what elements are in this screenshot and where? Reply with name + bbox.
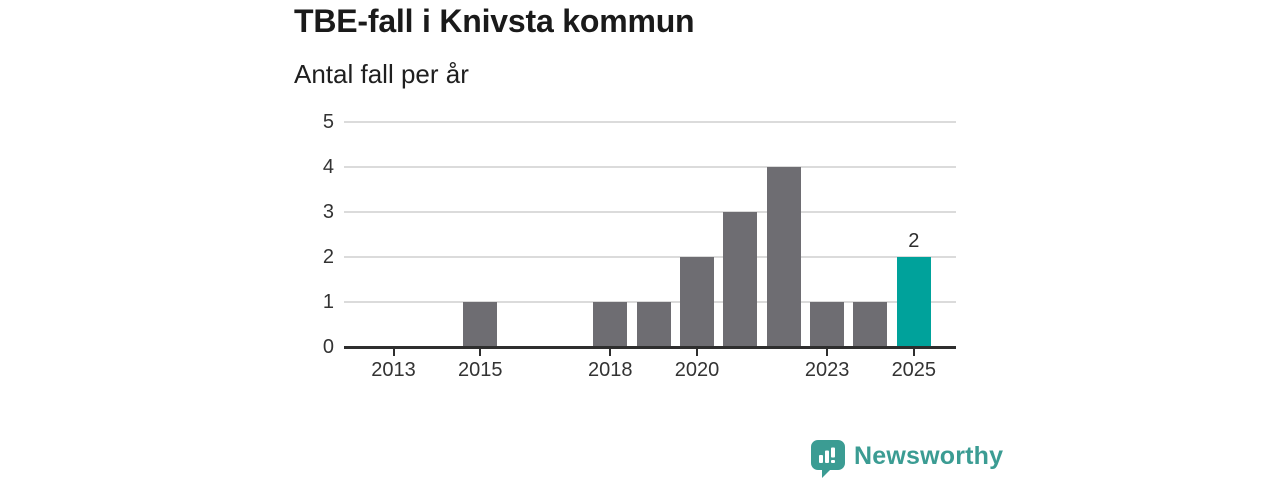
- bar-2024: [853, 302, 888, 347]
- chart-subtitle: Antal fall per år: [294, 59, 469, 89]
- gridline: [344, 256, 956, 258]
- x-axis-tick: [912, 349, 915, 356]
- gridline: [344, 166, 956, 168]
- y-axis-label: 3: [322, 201, 334, 223]
- y-axis-label: 5: [322, 111, 334, 133]
- bar-2025: [896, 257, 931, 347]
- chart-title: TBE-fall i Knivsta kommun: [294, 3, 695, 39]
- x-axis-line: [344, 346, 956, 349]
- x-axis-label: 2020: [674, 359, 720, 381]
- bar-2019: [636, 302, 671, 347]
- y-axis-label: 2: [322, 246, 334, 268]
- gridline: [344, 121, 956, 123]
- x-axis-label: 2013: [371, 359, 416, 381]
- x-axis-tick: [696, 349, 699, 356]
- x-axis-label: 2025: [891, 359, 937, 381]
- bar-2021: [723, 212, 758, 347]
- x-axis-label: 2018: [588, 359, 633, 381]
- x-axis-tick: [609, 349, 612, 356]
- bar-2023: [810, 302, 845, 347]
- y-axis-label: 4: [322, 156, 334, 178]
- y-axis-label: 0: [322, 336, 334, 358]
- y-axis-label: 1: [322, 291, 334, 313]
- x-axis-tick: [826, 349, 829, 356]
- bar-2020: [680, 257, 715, 347]
- newsworthy-logo-text: Newsworthy: [854, 441, 1004, 470]
- x-axis-tick: [392, 349, 395, 356]
- newsworthy-logo[interactable]: Newsworthy: [811, 440, 1003, 478]
- x-axis-tick: [479, 349, 482, 356]
- x-axis-label: 2015: [457, 359, 503, 381]
- bar-2018: [593, 302, 628, 347]
- bar-2015: [463, 302, 498, 347]
- gridline: [344, 211, 956, 213]
- x-axis-label: 2023: [804, 359, 850, 381]
- newsworthy-logo-icon: [811, 440, 845, 478]
- bar-value-label: 2: [908, 230, 920, 252]
- bar-2022: [766, 167, 801, 347]
